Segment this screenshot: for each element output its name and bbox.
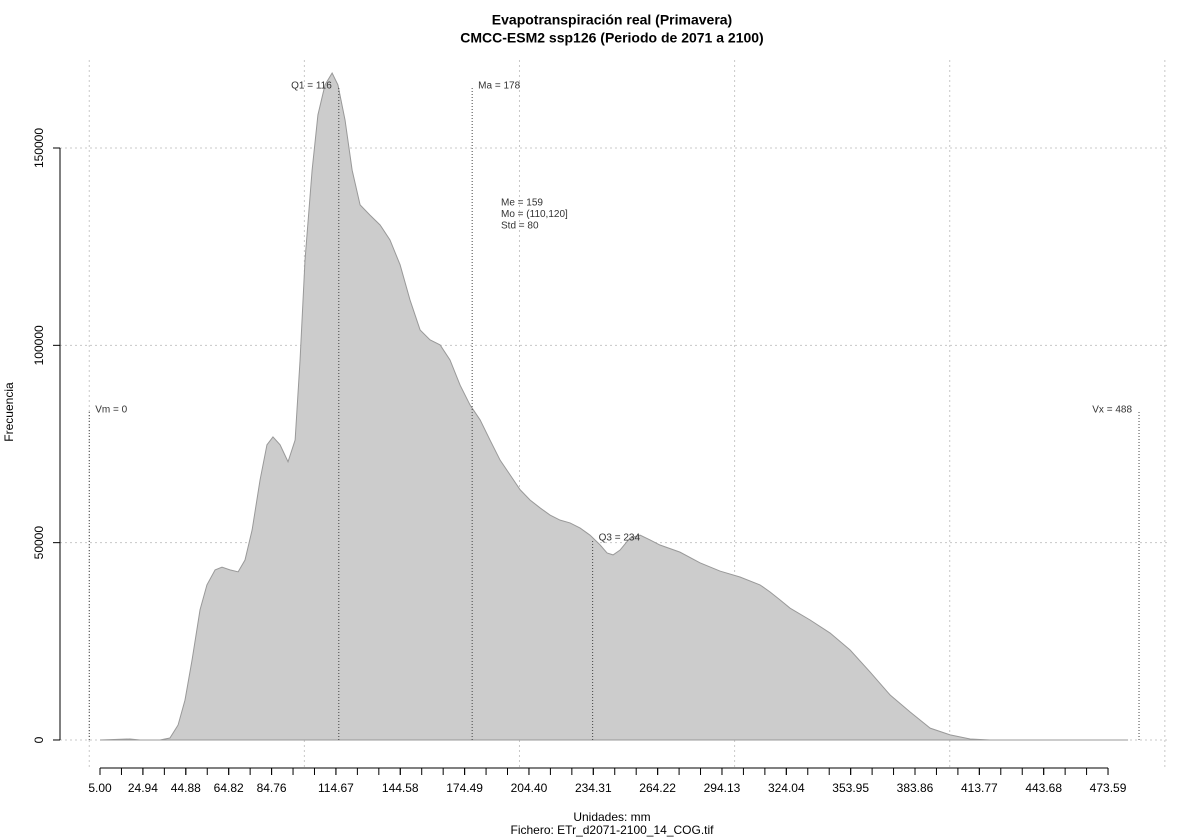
reference-label: Ma = 178 (478, 81, 520, 92)
x-axis-label: Unidades: mm (573, 810, 650, 824)
annotation: Me = 159 (501, 198, 543, 209)
y-tick-label: 50000 (32, 526, 46, 560)
x-tick-label: 234.31 (575, 781, 612, 795)
chart-subtitle: CMCC-ESM2 ssp126 (Periodo de 2071 a 2100… (460, 30, 763, 46)
x-tick-label: 44.88 (171, 781, 201, 795)
x-tick-label: 84.76 (257, 781, 287, 795)
reference-label: Q1 = 116 (291, 81, 332, 92)
x-tick-label: 264.22 (639, 781, 676, 795)
reference-label: Q3 = 234 (599, 533, 641, 544)
x-tick-label: 204.40 (511, 781, 548, 795)
x-tick-label: 443.68 (1025, 781, 1062, 795)
x-tick-label: 324.04 (768, 781, 805, 795)
x-tick-label: 64.82 (214, 781, 244, 795)
x-tick-label: 114.67 (318, 781, 354, 795)
reference-label: Vx = 488 (1092, 405, 1132, 416)
x-tick-label: 5.00 (88, 781, 112, 795)
y-axis-label: Frecuencia (2, 382, 16, 442)
x-tick-label: 144.58 (382, 781, 419, 795)
y-tick-label: 100000 (32, 325, 46, 365)
caption: Fichero: ETr_d2071-2100_14_COG.tif (511, 823, 715, 837)
annotation: Mo = (110,120] (501, 209, 568, 220)
x-tick-label: 174.49 (446, 781, 483, 795)
y-tick-label: 0 (32, 736, 46, 743)
annotation: Std = 80 (501, 221, 539, 232)
x-tick-label: 383.86 (897, 781, 934, 795)
x-tick-label: 353.95 (832, 781, 869, 795)
y-tick-label: 150000 (32, 128, 46, 168)
x-tick-label: 473.59 (1090, 781, 1127, 795)
area (99, 71, 1129, 741)
reference-label: Vm = 0 (95, 405, 127, 416)
x-tick-label: 294.13 (704, 781, 741, 795)
x-tick-label: 24.94 (128, 781, 158, 795)
chart-title: Evapotranspiración real (Primavera) (492, 12, 732, 28)
x-tick-label: 413.77 (961, 781, 998, 795)
